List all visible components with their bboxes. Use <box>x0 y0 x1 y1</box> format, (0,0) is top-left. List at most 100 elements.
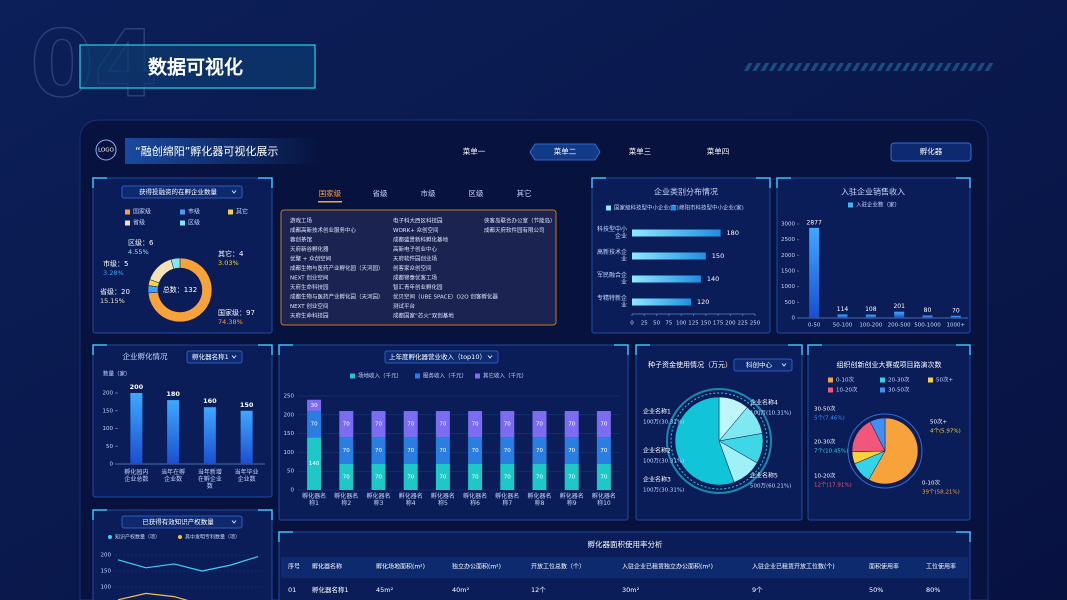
slice-name: 30-50次 <box>814 405 836 413</box>
y-tick-label: 50 <box>287 469 294 475</box>
x-tick-label: 125 <box>688 321 699 327</box>
x-tick-label: 当年新增在孵企业数 <box>197 469 222 490</box>
slice-name: 10-20次 <box>814 472 836 480</box>
policy-item: WORK+ 众创空间 <box>393 226 439 234</box>
bar <box>632 252 706 260</box>
table-cell: 12个 <box>531 586 546 594</box>
bar-segment <box>468 437 483 464</box>
slice-name: 企业名称2 <box>643 447 671 455</box>
stripe <box>968 63 977 71</box>
policy-item: 成都天府软件园有限公司 <box>484 226 545 234</box>
stripe <box>976 63 986 71</box>
y-tick-label: 0 <box>110 462 114 468</box>
logo-text: LOGO <box>98 148 114 154</box>
pie-slice <box>674 396 735 486</box>
menu-item[interactable]: 菜单三 <box>629 146 652 156</box>
menu-item[interactable]: 菜单二 <box>554 146 577 156</box>
tab-underline <box>318 201 342 203</box>
legend-label: 其中发明专利数量（项） <box>185 534 240 541</box>
bar-segment <box>468 411 483 438</box>
legend-label: 20-30次 <box>888 376 910 384</box>
legend-swatch <box>828 377 833 383</box>
value-label: 70 <box>568 422 575 428</box>
table-cell: 9个 <box>752 586 763 594</box>
slice-name: 企业名称4 <box>750 399 778 407</box>
stripe <box>810 63 820 71</box>
menu-item[interactable]: 菜单四 <box>707 146 730 156</box>
value-label: 70 <box>439 448 446 454</box>
policy-item: 成都锦泰优客工场 <box>393 274 438 282</box>
tab[interactable]: 国家级 <box>319 188 342 198</box>
legend-swatch <box>228 209 233 215</box>
x-tick-label: 孵化器名称9 <box>559 493 584 507</box>
table-cell: 80% <box>926 586 940 594</box>
table-title: 孵化器面积使用率分析 <box>588 539 663 549</box>
bar-segment <box>596 437 611 464</box>
legend-swatch <box>880 387 885 393</box>
bar-segment <box>371 463 386 490</box>
dropdown-label: 已获得有效知识产权数量 <box>142 517 214 526</box>
stripe <box>768 63 778 71</box>
x-tick-label: 孵化器名称2 <box>334 493 359 507</box>
tab[interactable]: 省级 <box>373 188 388 198</box>
stripe <box>876 63 886 71</box>
value-label: 70 <box>536 474 543 480</box>
legend-swatch <box>606 205 611 211</box>
value-label: 70 <box>568 448 575 454</box>
x-tick-label: 50-100 <box>833 323 853 329</box>
policy-item: 高新电子创业中心 <box>393 245 438 253</box>
value-label: 120 <box>697 298 709 306</box>
bar-segment <box>339 437 354 464</box>
value-label: 70 <box>343 422 350 428</box>
y-tick-label: 0 <box>291 488 295 494</box>
value-label: 70 <box>343 474 350 480</box>
y-tick-label: 500 <box>785 300 796 306</box>
slice-label: 100万(30.31%) <box>643 458 684 465</box>
value-label: 70 <box>600 474 607 480</box>
bar-segment <box>500 437 515 464</box>
x-tick-label: 175 <box>713 321 724 327</box>
policy-box <box>280 209 557 326</box>
legend-label: 10-20次 <box>836 386 858 394</box>
bar <box>130 393 143 464</box>
table-cell: 01 <box>288 586 296 594</box>
menu-item[interactable]: 菜单一 <box>463 146 486 156</box>
pie-ring <box>847 413 923 489</box>
bar-segment <box>532 411 547 438</box>
bar <box>837 314 848 318</box>
value-label: 70 <box>343 448 350 454</box>
stripe <box>744 63 753 71</box>
bar <box>203 407 216 464</box>
slice-label: 4个(5.97%) <box>930 428 961 435</box>
policy-item: 创客家众创空间 <box>393 264 432 272</box>
tab[interactable]: 区级 <box>469 188 484 198</box>
bar-segment <box>596 463 611 490</box>
table-header-bg <box>281 557 968 578</box>
bar-segment <box>403 463 418 490</box>
dropdown <box>121 515 243 529</box>
panel-corner <box>776 177 971 188</box>
value-label: 70 <box>407 422 414 428</box>
slice-percent: 3.28% <box>103 269 124 277</box>
table-header: 开放工位总数（个） <box>531 563 585 571</box>
panel-title: 入驻企业销售收入 <box>841 187 905 197</box>
slice-name: 企业名称3 <box>643 476 671 484</box>
x-tick-label: 当年毕业企业数 <box>234 469 259 483</box>
bar-segment <box>371 437 386 464</box>
value-label: 114 <box>837 306 849 313</box>
bar-segment <box>468 463 483 490</box>
stripe <box>818 63 828 71</box>
tab[interactable]: 其它 <box>517 188 532 198</box>
panel <box>776 177 971 334</box>
tab[interactable]: 市级 <box>421 188 436 198</box>
stripe <box>943 63 952 71</box>
y-tick-label: 100 <box>103 426 114 432</box>
value-label: 80 <box>924 307 932 314</box>
line <box>117 556 259 572</box>
value-label: 70 <box>439 422 446 428</box>
table-header: 工位使用率 <box>926 563 956 571</box>
legend-label: 市级 <box>188 208 200 216</box>
policy-item: 天府新谷孵化器 <box>290 245 329 253</box>
bar <box>809 227 820 318</box>
stripe <box>802 63 811 71</box>
